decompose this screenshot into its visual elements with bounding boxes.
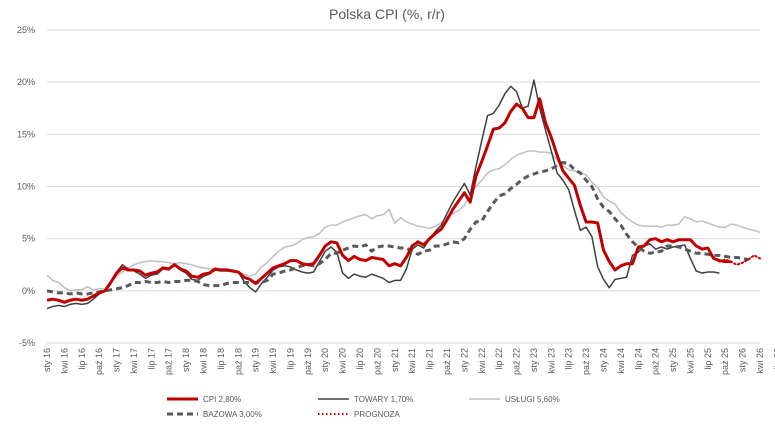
x-tick-label: paź 24 [651,348,661,375]
x-tick-label: sty 22 [459,348,469,372]
x-tick-label: lip 25 [703,348,713,370]
x-tick-label: lip 22 [494,348,504,370]
legend-label-cpi: CPI 2,80% [203,395,241,404]
y-tick-label: 0% [22,286,35,296]
y-tick-label: 10% [17,182,35,192]
x-tick-label: paź 20 [372,348,382,375]
y-tick-label: -5% [19,338,35,348]
x-axis-tick-labels: sty 16 kwi 16 lip 16 paź 16 sty 17 kwi 17 lip … [42,348,775,375]
x-tick-label: lip 17 [146,348,156,370]
x-tick-label: kwi 16 [59,348,69,374]
x-tick-label: lip 19 [285,348,295,370]
legend-label-towary: TOWARY 1,70% [354,395,413,404]
x-tick-label: sty 16 [42,348,52,372]
legend: CPI 2,80% TOWARY 1,70% USŁUGI 5,60% BAZO… [167,395,560,419]
y-axis-tick-labels: -5% 0% 5% 10% 15% 20% 25% [17,25,35,348]
series-lines [46,79,761,310]
series-line-uslugi [46,150,761,292]
grid-lines [47,29,760,344]
y-tick-label: 20% [17,77,35,87]
x-tick-label: kwi 20 [338,348,348,374]
x-tick-label: sty 19 [251,348,261,372]
x-tick-label: paź 18 [233,348,243,375]
x-tick-label: lip 20 [355,348,365,370]
x-tick-label: sty 24 [598,348,608,372]
legend-label-prognoza: PROGNOZA [354,410,400,419]
x-tick-label: kwi 26 [755,348,765,374]
x-tick-label: kwi 24 [616,348,626,374]
legend-label-bazowa: BAZOWA 3,00% [203,410,262,419]
legend-label-uslugi: USŁUGI 5,60% [505,395,560,404]
x-tick-label: paź 16 [94,348,104,375]
series-line-cpi [46,97,732,304]
x-tick-label: kwi 19 [268,348,278,374]
x-tick-label: sty 26 [738,348,748,372]
y-tick-label: 15% [17,129,35,139]
x-tick-label: paź 19 [303,348,313,375]
chart-title: Polska CPI (%, r/r) [329,6,445,22]
y-tick-label: 25% [17,25,35,35]
x-tick-label: kwi 25 [685,348,695,374]
x-tick-label: paź 22 [512,348,522,375]
x-tick-label: sty 20 [320,348,330,372]
x-tick-label: lip 16 [77,348,87,370]
x-tick-label: paź 25 [720,348,730,375]
x-tick-label: paź 17 [164,348,174,375]
x-tick-label: lip 21 [425,348,435,370]
x-tick-label: lip 24 [633,348,643,370]
y-tick-label: 5% [22,234,35,244]
x-tick-label: kwi 22 [477,348,487,374]
x-tick-label: lip 26 [772,348,775,370]
series-line-prognoza [718,254,761,266]
x-tick-label: kwi 18 [199,348,209,374]
x-tick-label: sty 25 [668,348,678,372]
x-tick-label: lip 18 [216,348,226,370]
x-tick-label: lip 23 [564,348,574,370]
x-tick-label: paź 21 [442,348,452,375]
x-tick-label: sty 17 [112,348,122,372]
x-tick-label: sty 23 [529,348,539,372]
x-tick-label: sty 18 [181,348,191,372]
x-tick-label: sty 21 [390,348,400,372]
x-tick-label: kwi 21 [407,348,417,374]
x-tick-label: kwi 17 [129,348,139,374]
series-line-bazowa [46,161,749,296]
x-tick-label: paź 23 [581,348,591,375]
x-tick-label: kwi 23 [546,348,556,374]
